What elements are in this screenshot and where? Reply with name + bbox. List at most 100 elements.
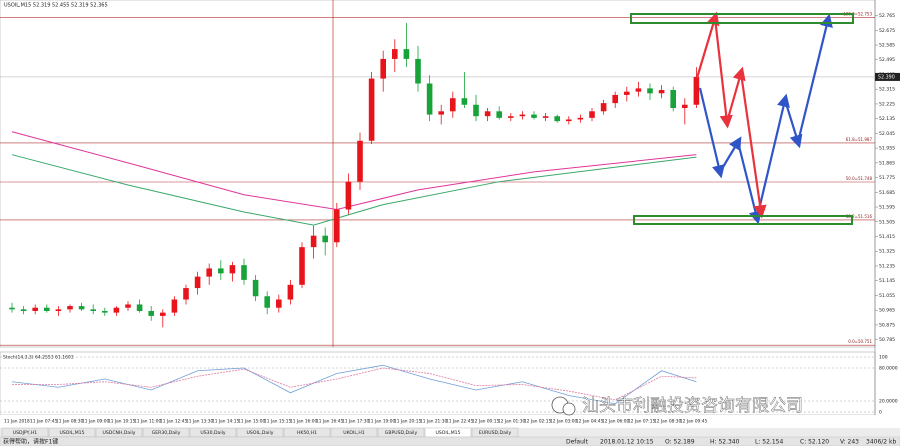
price-tick-label: 52.045	[879, 131, 895, 137]
candle-body	[67, 306, 73, 310]
tab-label[interactable]: GBPUSD,Daily	[385, 430, 418, 436]
tabs: USDJPY,H1 USOIL,M15 USDCNH,Daily GER30,Dail…	[1, 427, 519, 438]
time-label: 12 Jan 01:30	[498, 419, 525, 425]
candle-body	[392, 49, 398, 59]
candle-body	[55, 309, 62, 311]
chart-header: USOIL,M15 52.319 52.455 52.319 52.365	[4, 3, 108, 9]
price-tick-label: 52.585	[879, 43, 895, 49]
candle-body	[252, 279, 259, 297]
candle-body	[194, 276, 201, 289]
time-label: 12 Jan 03:00	[550, 419, 577, 425]
candle-body	[113, 307, 120, 313]
candle-body	[9, 307, 15, 310]
time-label: 11 Jan 2018	[4, 419, 30, 425]
candle-body	[20, 309, 27, 311]
tab-label[interactable]: UKOIL,H1	[343, 430, 365, 436]
candle-body	[357, 140, 363, 182]
candle-body	[322, 235, 328, 243]
price-tick-label: 51.505	[879, 219, 895, 225]
stoch-line	[11, 364, 697, 405]
time-axis	[0, 415, 900, 428]
candle-body	[287, 284, 294, 300]
candle-body	[531, 114, 537, 118]
tab-label[interactable]: GER30,Daily	[152, 430, 181, 436]
status-volume: V: 243	[840, 439, 859, 446]
candle-body	[218, 268, 224, 274]
main-chart: 52.76552.67552.58552.49552.40552.31552.2…	[0, 12, 900, 346]
candle-body	[473, 104, 479, 117]
candle-body	[241, 265, 247, 280]
time-label: 12 Jan 06:00	[602, 419, 629, 425]
candle-body	[310, 235, 317, 248]
status-time: 2018.01.12 10:15	[600, 439, 654, 446]
current-price-label: 52.390	[878, 74, 895, 80]
stochastic-title: Stoch(14,3,3) 64.2553 61.1603	[3, 355, 74, 361]
main-panel	[0, 0, 876, 348]
candle-body	[693, 76, 700, 105]
price-tick-label: 51.595	[879, 205, 895, 211]
candle-body	[600, 103, 607, 112]
candle-body	[624, 91, 630, 95]
candle-body	[403, 49, 410, 59]
price-tick-label: 51.055	[879, 293, 895, 299]
stoch-tick-label: 20.0000	[879, 399, 898, 405]
tab-label[interactable]: HK50,H1	[297, 430, 317, 436]
candle-body	[670, 90, 676, 109]
tab-label[interactable]: USDJPY,H1	[13, 430, 38, 436]
candle-body	[90, 309, 96, 311]
candle-body	[438, 111, 444, 115]
resistance-box	[630, 13, 854, 24]
candle-body	[415, 58, 421, 84]
candle-body	[345, 181, 352, 210]
price-tick-label: 51.325	[879, 249, 895, 255]
time-label: 12 Jan 08:30	[654, 419, 681, 425]
price-tick-label: 50.785	[879, 337, 895, 343]
candle-body	[206, 268, 212, 277]
price-tick-label: 52.675	[879, 28, 895, 34]
time-label: 11 Jan 15:00	[238, 419, 265, 425]
tab-label[interactable]: USOIL,Daily	[247, 430, 274, 436]
price-tick-label: 51.145	[879, 278, 895, 284]
candle-body	[32, 307, 38, 311]
time-label: 11 Jan 10:15	[108, 419, 135, 425]
candle-body	[450, 98, 456, 112]
candle-body	[160, 312, 166, 316]
candle-body	[380, 58, 386, 79]
tab-label[interactable]: US30,Daily	[200, 430, 225, 436]
time-label: 11 Jan 22:45	[446, 419, 473, 425]
stochastic: Stoch(14,3,3) 64.2553 61.1603 100 80.0000 2…	[0, 355, 898, 416]
candle-body	[368, 78, 375, 141]
time-label: 11 Jan 16:45	[316, 419, 343, 425]
time-label: 11 Jan 12:45	[160, 419, 187, 425]
projection-red	[695, 11, 767, 219]
tab-label[interactable]: USDCNH,Daily	[103, 430, 136, 436]
candle-body	[635, 88, 642, 92]
time-label: 12 Jan 09:45	[680, 419, 707, 425]
candle-body	[183, 288, 189, 300]
price-tick-label: 52.765	[879, 13, 895, 19]
candle-body	[334, 209, 340, 243]
price-tick-label: 52.495	[879, 57, 895, 63]
time-label: 12 Jan 00:15	[472, 419, 499, 425]
fib-label: 50.0=51.748	[846, 176, 873, 181]
tab-label[interactable]: EURUSD,Daily	[479, 430, 512, 436]
status-traffic: 3406/2 kb	[866, 439, 896, 446]
tab-label[interactable]: USOIL,M15	[59, 430, 84, 436]
time-label: 11 Jan 11:00	[134, 419, 161, 425]
time-label: 11 Jan 21:30	[420, 419, 447, 425]
time-label: 11 Jan 13:30	[186, 419, 213, 425]
time-label: 11 Jan 16:00	[290, 419, 317, 425]
tab-label[interactable]: USOIL,M15	[435, 430, 460, 436]
candle-body	[229, 265, 236, 274]
candle-body	[658, 90, 665, 94]
candle-body	[566, 119, 572, 122]
time-label: 12 Jan 04:45	[576, 419, 603, 425]
time-label: 11 Jan 09:00	[82, 419, 109, 425]
support-box	[633, 215, 853, 225]
time-label: 11 Jan 15:15	[264, 419, 291, 425]
candle-body	[484, 111, 491, 117]
candle-body	[612, 94, 618, 104]
price-tick-label: 51.955	[879, 146, 895, 152]
